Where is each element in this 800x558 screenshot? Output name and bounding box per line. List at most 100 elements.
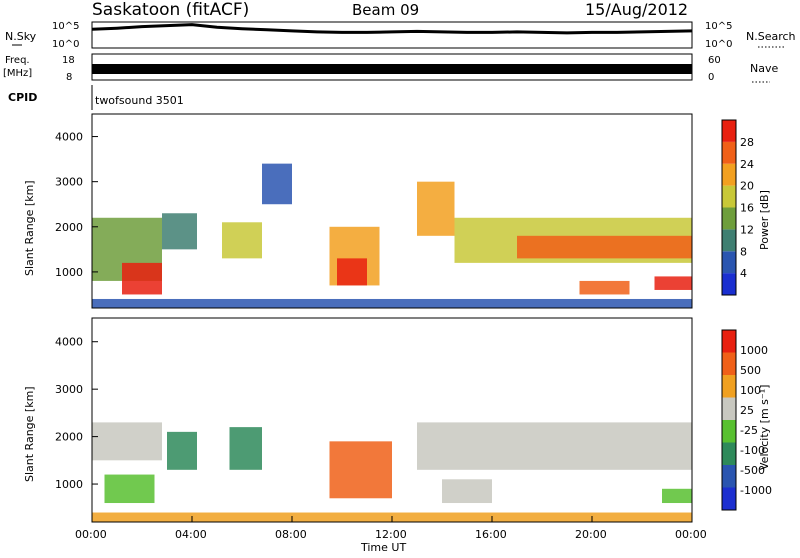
colorbar-swatch-1 [722, 251, 736, 274]
x-tick-label-6: 00:00 [675, 528, 707, 541]
freq-left-tick-bottom: 8 [66, 72, 72, 83]
heatmap-cell-5 [417, 422, 692, 470]
heatmap-cell-10 [579, 280, 630, 295]
x-tick-label-3: 12:00 [375, 528, 407, 541]
colorbar-tick-6: -500 [740, 464, 765, 477]
colorbar-swatch-5 [722, 163, 736, 186]
beam-title: Beam 09 [352, 1, 419, 19]
colorbar-tick-1: 24 [740, 158, 754, 171]
power-panel: 4000 3000 2000 1000 Slant Range [km] 28 24 20… [23, 113, 771, 309]
noise-left-tick-top: 10^5 [52, 21, 79, 32]
velocity-xlabel: Time UT [360, 541, 406, 554]
heatmap-cell-7 [417, 181, 455, 236]
colorbar-tick-3: 16 [740, 202, 754, 215]
heatmap-cell-4 [329, 441, 392, 499]
heatmap-cell-0 [92, 422, 162, 461]
colorbar-tick-6: 4 [740, 267, 747, 280]
y-tick-label-3: 1000 [55, 266, 83, 279]
colorbar-swatch-6 [722, 352, 736, 375]
colorbar-swatch-4 [722, 185, 736, 208]
y-tick-label-1: 3000 [55, 383, 83, 396]
heatmap-cell-12 [92, 298, 692, 308]
heatmap-cell-4 [262, 163, 292, 205]
colorbar-swatch-4 [722, 397, 736, 420]
colorbar-swatch-5 [722, 375, 736, 398]
colorbar-tick-4: 12 [740, 223, 754, 236]
nave-right-tick-top: 60 [708, 55, 721, 66]
colorbar-tick-0: 28 [740, 136, 754, 149]
x-tick-label-2: 08:00 [275, 528, 307, 541]
power-heatmap-cells [92, 163, 692, 308]
colorbar-frame [721, 329, 737, 511]
noise-right-label: N.Search [746, 30, 796, 43]
colorbar-swatch-3 [722, 207, 736, 230]
colorbar-swatch-7 [722, 330, 736, 353]
y-tick-label-1: 3000 [55, 176, 83, 189]
power-y-ticks: 4000 3000 2000 1000 [55, 131, 98, 279]
freq-panel: Freq. [MHz] 18 8 60 0 Nave [3, 53, 778, 83]
velocity-x-ticks: 00:00 04:00 08:00 12:00 16:00 20:00 00:00 [75, 516, 707, 541]
heatmap-cell-6 [442, 479, 492, 504]
power-colorbar: 28 24 20 16 12 8 4 [721, 119, 754, 296]
nave-right-tick-bottom: 0 [708, 72, 714, 83]
heatmap-cell-1 [122, 262, 162, 295]
y-tick-label-0: 4000 [55, 131, 83, 144]
colorbar-frame [721, 119, 737, 296]
date-title: 15/Aug/2012 [585, 0, 688, 19]
cpid-panel: CPID twofsound 3501 [8, 85, 184, 110]
colorbar-tick-1: 500 [740, 364, 761, 377]
cpid-value: twofsound 3501 [95, 94, 184, 107]
colorbar-swatch-7 [722, 120, 736, 142]
colorbar-tick-7: -1000 [740, 484, 772, 497]
colorbar-tick-2: 20 [740, 180, 754, 193]
noise-panel: N.Sky 10^5 10^0 10^5 10^0 N.Search [5, 21, 796, 50]
colorbar-tick-5: -100 [740, 444, 765, 457]
noise-left-label: N.Sky [5, 30, 37, 43]
heatmap-cell-11 [654, 276, 692, 290]
colorbar-swatch-0 [722, 273, 736, 295]
heatmap-cell-6 [337, 258, 367, 286]
y-tick-label-2: 2000 [55, 221, 83, 234]
heatmap-cell-7 [662, 488, 692, 504]
noise-right-tick-bottom: 10^0 [705, 39, 732, 50]
heatmap-cell-1 [104, 474, 155, 504]
power-colorbar-label: Power [dB] [758, 190, 771, 250]
colorbar-swatch-6 [722, 141, 736, 164]
colorbar-tick-0: 1000 [740, 344, 768, 357]
heatmap-cell-3 [229, 427, 262, 470]
freq-left-tick-top: 18 [62, 55, 75, 66]
colorbar-swatch-3 [722, 420, 736, 443]
y-tick-label-2: 2000 [55, 431, 83, 444]
station-title: Saskatoon (fitACF) [92, 0, 249, 20]
velocity-y-ticks: 4000 3000 2000 1000 [55, 336, 98, 491]
x-tick-label-0: 00:00 [75, 528, 107, 541]
cpid-label: CPID [8, 91, 37, 104]
colorbar-tick-4: -25 [740, 424, 758, 437]
heatmap-cell-9 [517, 235, 692, 259]
velocity-colorbar: 1000 500 100 25 -25 -100 -500 -1000 [721, 329, 772, 511]
colorbar-swatch-2 [722, 442, 736, 465]
heatmap-cell-2 [162, 213, 197, 250]
colorbar-tick-2: 100 [740, 384, 761, 397]
colorbar-swatch-0 [722, 487, 736, 510]
velocity-ylabel: Slant Range [km] [23, 386, 36, 482]
freq-unit: [MHz] [3, 68, 32, 79]
colorbar-tick-3: 25 [740, 404, 754, 417]
y-tick-label-3: 1000 [55, 478, 83, 491]
heatmap-cell-3 [222, 222, 262, 259]
x-tick-label-1: 04:00 [175, 528, 207, 541]
velocity-panel: 4000 3000 2000 1000 00:00 04:00 08:00 12:00 16:… [23, 317, 772, 554]
power-frame [91, 113, 693, 309]
colorbar-tick-5: 8 [740, 245, 747, 258]
colorbar-swatch-1 [722, 465, 736, 488]
noise-frame [91, 21, 693, 49]
noise-right-tick-top: 10^5 [705, 21, 732, 32]
y-tick-label-0: 4000 [55, 336, 83, 349]
freq-series-band [92, 64, 692, 74]
x-tick-label-4: 16:00 [475, 528, 507, 541]
noise-left-tick-bottom: 10^0 [52, 39, 79, 50]
heatmap-cell-2 [167, 431, 197, 470]
velocity-heatmap-cells [92, 422, 692, 522]
velocity-colorbar-label: Velocity [m s⁻¹] [758, 385, 771, 470]
